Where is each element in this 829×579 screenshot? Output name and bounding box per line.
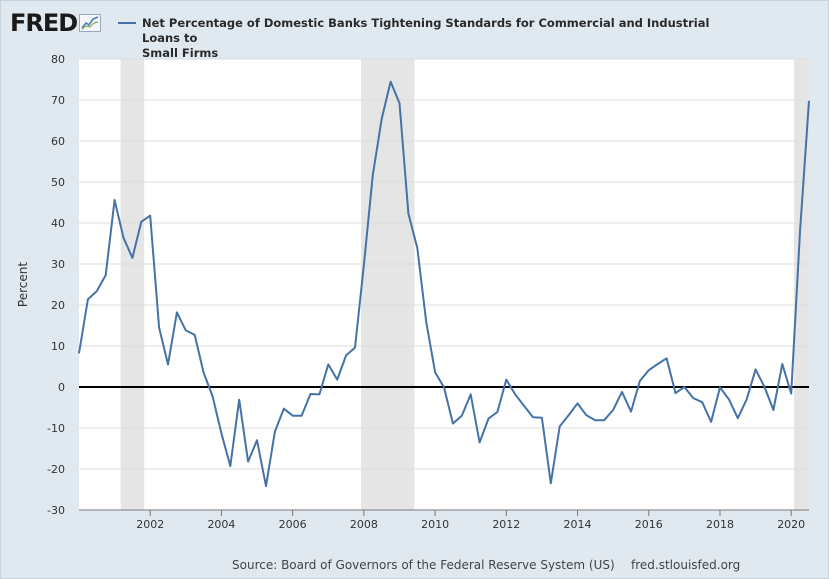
- y-tick-label: 10: [51, 340, 65, 353]
- fred-logo[interactable]: FRED: [10, 9, 102, 37]
- legend-swatch: [118, 22, 136, 24]
- y-axis-label: Percent: [16, 262, 30, 307]
- y-tick-label: 70: [51, 94, 65, 107]
- y-tick-label: 20: [51, 299, 65, 312]
- y-tick-label: -20: [47, 463, 65, 476]
- legend-label: Net Percentage of Domestic Banks Tighten…: [142, 16, 718, 61]
- series-line-0: [78, 80, 810, 488]
- y-tick-label: 50: [51, 176, 65, 189]
- fred-logo-text: FRED: [10, 9, 78, 37]
- plot-area: [79, 59, 809, 510]
- source-note: Source: Board of Governors of the Federa…: [232, 558, 615, 572]
- y-tick-label: 40: [51, 217, 65, 230]
- recession-band-2: [794, 59, 809, 510]
- x-tick-label: 2016: [635, 518, 663, 531]
- y-tick-label: 0: [58, 381, 65, 394]
- y-tick-label: -10: [47, 422, 65, 435]
- y-tick-label: 80: [51, 53, 65, 66]
- site-link[interactable]: fred.stlouisfed.org: [631, 558, 741, 572]
- x-tick-label: 2014: [564, 518, 592, 531]
- recession-band-0: [120, 59, 145, 510]
- x-tick-label: 2020: [777, 518, 805, 531]
- x-tick-label: 2002: [136, 518, 164, 531]
- x-tick-label: 2018: [706, 518, 734, 531]
- x-tick-label: 2012: [492, 518, 520, 531]
- legend: Net Percentage of Domestic Banks Tighten…: [118, 16, 718, 61]
- recession-band-1: [361, 59, 415, 510]
- x-tick-label: 2010: [421, 518, 449, 531]
- y-tick-label: 60: [51, 135, 65, 148]
- legend-label-line-2: Small Firms: [142, 46, 219, 60]
- x-tick-label: 2006: [279, 518, 307, 531]
- y-tick-label: 30: [51, 258, 65, 271]
- y-tick-label: -30: [47, 504, 65, 517]
- chart-trend-icon: [79, 14, 102, 32]
- x-tick-label: 2004: [207, 518, 235, 531]
- x-tick-label: 2008: [350, 518, 378, 531]
- legend-label-line-1: Net Percentage of Domestic Banks Tighten…: [142, 16, 710, 45]
